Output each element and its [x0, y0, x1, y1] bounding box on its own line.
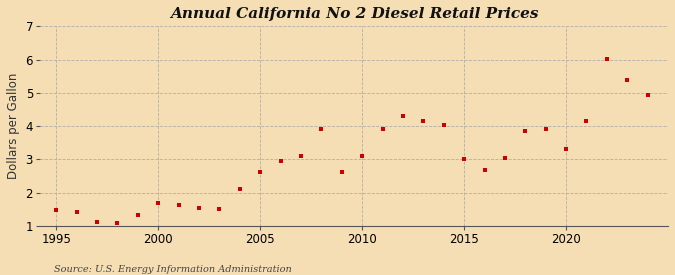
Point: [561, 147, 572, 151]
Point: [418, 119, 429, 123]
Point: [622, 78, 632, 82]
Point: [479, 168, 490, 173]
Point: [357, 153, 368, 158]
Point: [377, 127, 388, 131]
Point: [92, 219, 103, 224]
Point: [581, 119, 592, 123]
Point: [336, 170, 347, 174]
Point: [459, 157, 470, 161]
Point: [438, 123, 449, 127]
Point: [642, 92, 653, 97]
Point: [214, 207, 225, 212]
Point: [51, 208, 61, 213]
Point: [398, 114, 408, 119]
Point: [112, 221, 123, 225]
Point: [540, 127, 551, 131]
Point: [194, 206, 205, 210]
Point: [132, 213, 143, 217]
Point: [153, 200, 163, 205]
Point: [30, 215, 41, 219]
Point: [72, 210, 82, 215]
Text: Source: U.S. Energy Information Administration: Source: U.S. Energy Information Administ…: [54, 265, 292, 274]
Point: [254, 170, 265, 174]
Point: [275, 159, 286, 163]
Y-axis label: Dollars per Gallon: Dollars per Gallon: [7, 73, 20, 179]
Point: [296, 154, 306, 158]
Point: [234, 187, 245, 191]
Point: [601, 57, 612, 61]
Point: [173, 203, 184, 207]
Title: Annual California No 2 Diesel Retail Prices: Annual California No 2 Diesel Retail Pri…: [169, 7, 538, 21]
Point: [500, 156, 510, 160]
Point: [520, 128, 531, 133]
Point: [316, 127, 327, 131]
